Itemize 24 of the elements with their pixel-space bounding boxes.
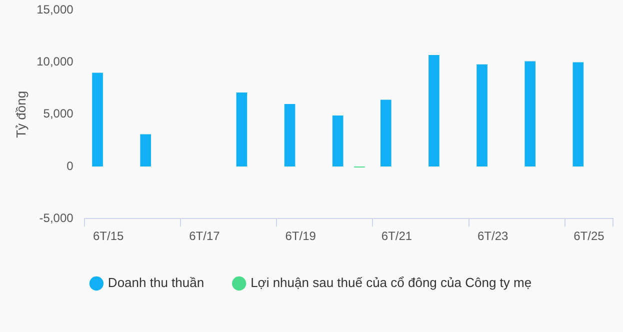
x-tick-label: 6T/17 — [189, 229, 220, 244]
x-tick-label: 6T/25 — [574, 229, 605, 244]
y-tick-label: 0 — [66, 158, 74, 173]
x-tick-label: 6T/23 — [478, 229, 509, 244]
bar — [92, 72, 103, 166]
bar — [284, 104, 296, 166]
bar — [236, 92, 248, 166]
bar — [140, 134, 151, 166]
bar — [476, 64, 488, 166]
y-tick-label: 15,000 — [36, 2, 74, 17]
bar — [428, 55, 440, 166]
x-tick-label: 6T/19 — [285, 229, 316, 244]
legend-label: Doanh thu thuần — [108, 275, 204, 290]
bar — [332, 115, 344, 166]
y-tick-label: 10,000 — [36, 54, 74, 69]
bar — [524, 61, 536, 166]
bar — [572, 62, 584, 166]
y-tick-label: -5,000 — [39, 210, 74, 225]
x-tick-label: 6T/15 — [92, 229, 124, 244]
bar — [380, 100, 392, 166]
y-axis-title: Tỷ đồng — [13, 90, 28, 138]
x-tick-label: 6T/21 — [381, 229, 412, 244]
legend-label: Lợi nhuận sau thuế của cổ đông của Công ty mẹ — [250, 275, 532, 290]
y-tick-label: 5,000 — [43, 106, 74, 121]
